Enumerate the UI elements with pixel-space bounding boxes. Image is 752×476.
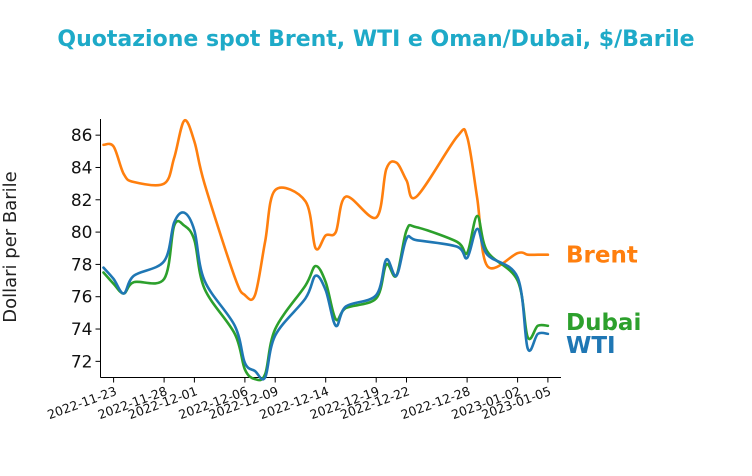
y-ticks: 72 74 76 78 80 82 84 86 [71,126,101,372]
y-tick-label: 72 [71,352,93,372]
y-axis-label: Dollari per Barile [0,171,21,323]
y-tick-label: 78 [71,255,93,275]
series-lines [102,119,550,382]
y-tick-label: 86 [71,126,93,146]
y-tick-label: 82 [71,191,93,211]
chart-title: Quotazione spot Brent, WTI e Oman/Dubai,… [57,27,694,52]
y-tick-label: 80 [71,223,93,243]
x-ticks: 2022-11-232022-11-282022-12-012022-12-06… [45,377,553,422]
series-label-dubai: Dubai [566,310,641,336]
series-line-brent [102,119,550,302]
series-line-wti [102,211,550,381]
y-tick-label: 84 [71,158,93,178]
y-tick-label: 74 [71,320,93,340]
series-label-wti: WTI [566,333,616,359]
series-label-brent: Brent [566,243,638,269]
y-tick-label: 76 [71,288,93,308]
